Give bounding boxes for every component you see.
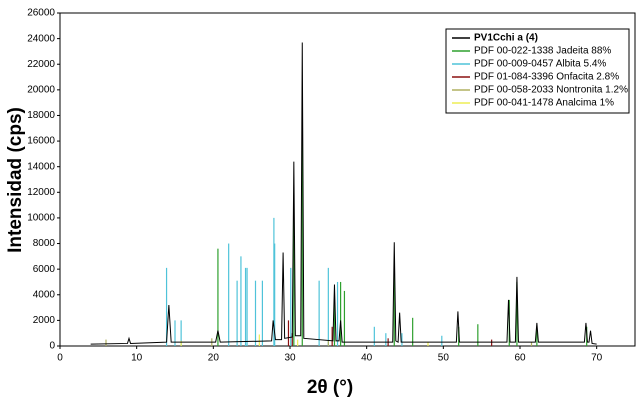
legend-label: PV1Cchi a (4) (474, 33, 538, 44)
y-tick-label: 20000 (27, 84, 55, 95)
x-tick-label: 40 (361, 353, 373, 364)
y-tick-label: 12000 (27, 187, 55, 198)
x-tick-label: 0 (57, 353, 63, 364)
legend-label: PDF 01-084-3396 Onfacita 2.8% (474, 72, 619, 83)
y-axis-title: Intensidad (cps) (5, 107, 26, 253)
x-tick-label: 20 (208, 353, 220, 364)
legend-label: PDF 00-041-1478 Analcima 1% (474, 98, 614, 109)
pattern-line (90, 42, 597, 345)
y-tick-label: 10000 (27, 213, 55, 224)
y-tick-label: 8000 (33, 238, 56, 249)
x-tick-label: 70 (591, 353, 603, 364)
y-tick-label: 6000 (33, 264, 56, 275)
x-tick-label: 30 (284, 353, 296, 364)
y-tick-label: 14000 (27, 161, 55, 172)
y-tick-label: 24000 (27, 33, 55, 44)
x-tick-label: 10 (131, 353, 143, 364)
legend-box (445, 28, 630, 114)
x-axis-title: 2θ (°) (307, 377, 353, 398)
y-tick-label: 0 (49, 341, 55, 352)
y-tick-label: 22000 (27, 59, 55, 70)
y-tick-label: 2000 (33, 315, 56, 326)
y-tick-label: 26000 (27, 8, 55, 19)
y-tick-label: 18000 (27, 110, 55, 121)
y-tick-label: 16000 (27, 136, 55, 147)
x-tick-label: 50 (438, 353, 450, 364)
y-tick-label: 4000 (33, 289, 56, 300)
x-tick-label: 60 (514, 353, 526, 364)
legend-label: PDF 00-022-1338 Jadeita 88% (474, 46, 611, 57)
legend-label: PDF 00-009-0457 Albita 5.4% (474, 59, 606, 70)
plot-frame (59, 12, 636, 347)
legend-label: PDF 00-058-2033 Nontronita 1.2% (474, 85, 628, 96)
